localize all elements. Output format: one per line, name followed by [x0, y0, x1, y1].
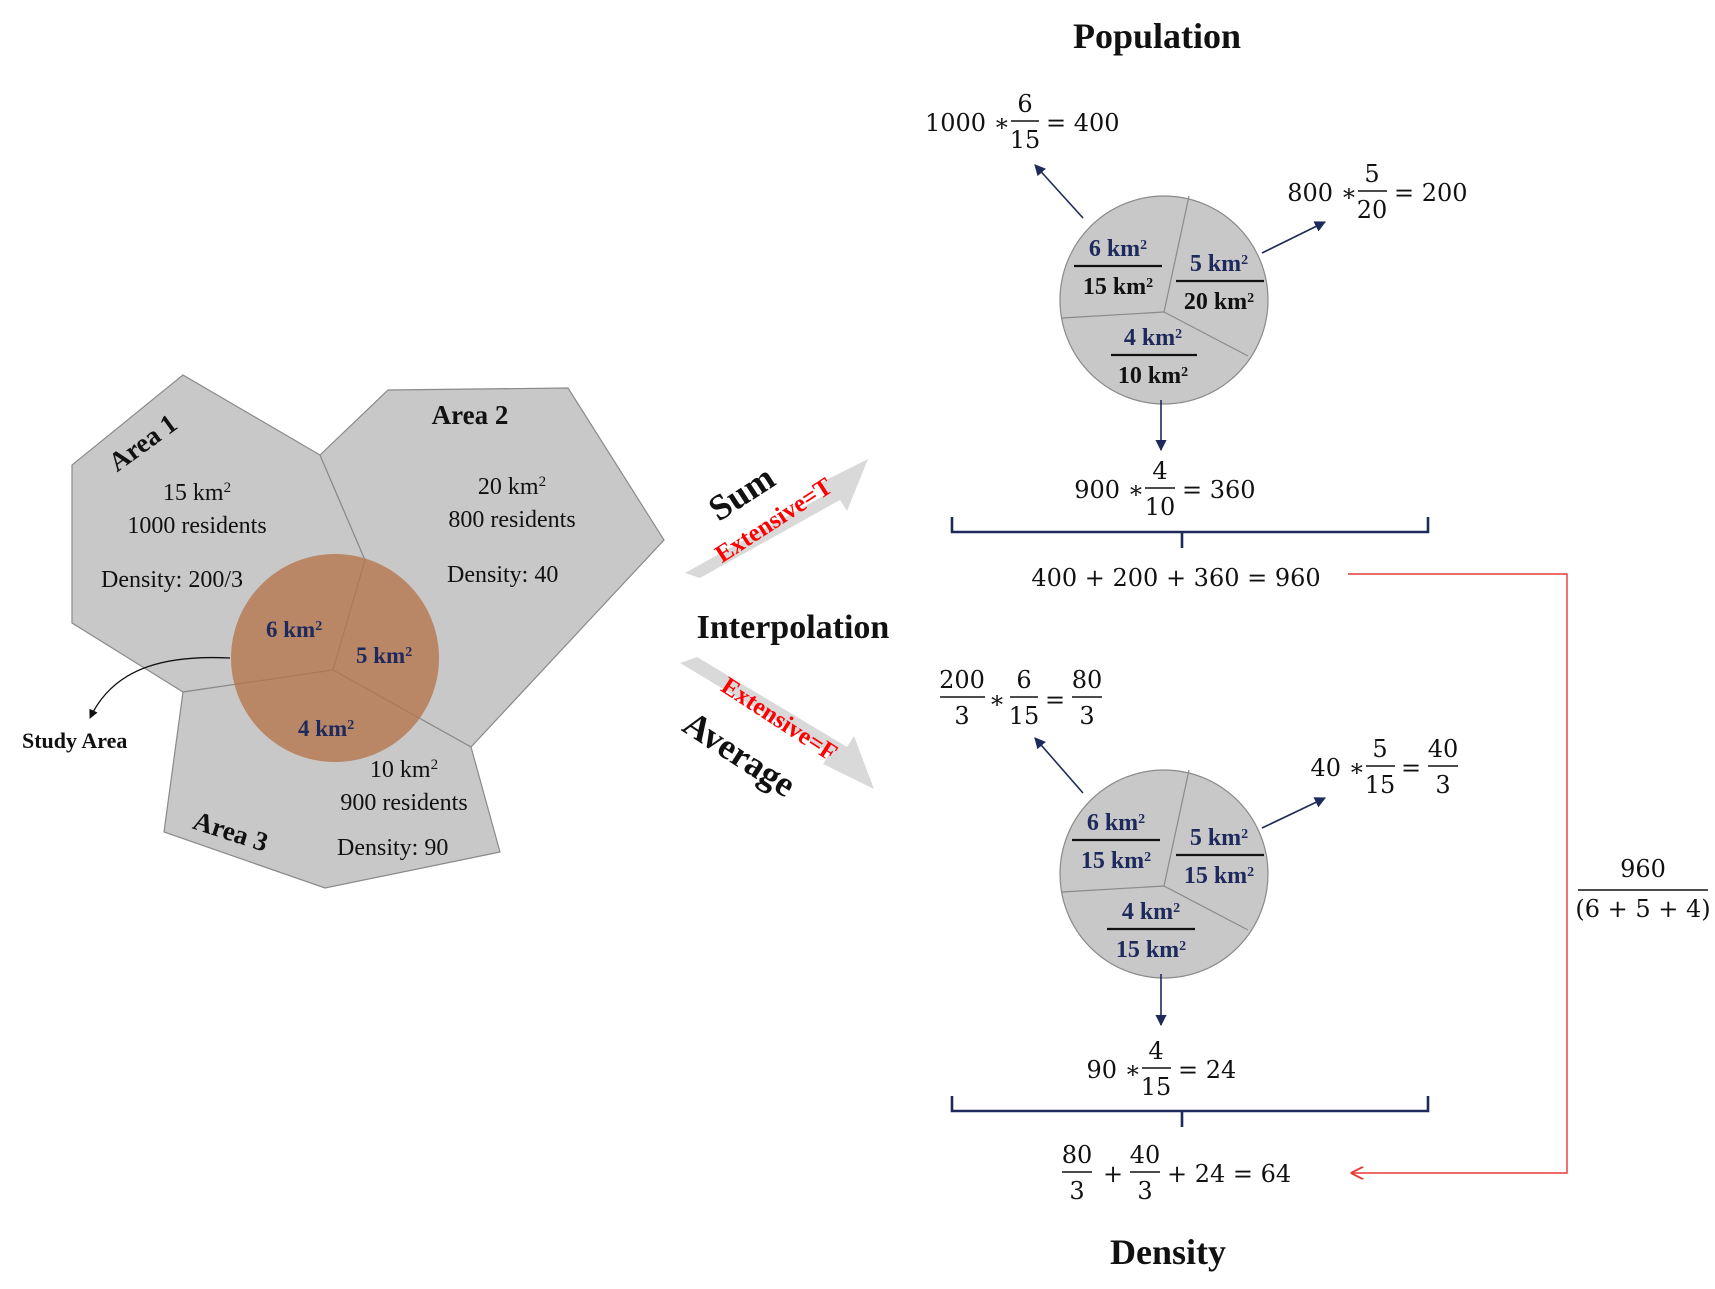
population-arrows — [1034, 164, 1327, 452]
average-arrow — [680, 657, 874, 789]
pop-pie-a2-num: 5 km2 — [1190, 251, 1248, 277]
conversion-den: (6 + 5 + 4) — [1575, 895, 1710, 923]
den-eq1-n3: 80 — [1072, 666, 1103, 694]
pop-pie-a3-den: 10 km2 — [1118, 363, 1188, 389]
pop-eq3-den: 10 — [1145, 493, 1176, 521]
den-eq3-right: = 24 — [1178, 1056, 1236, 1084]
den-pie-a2-num: 5 km2 — [1190, 825, 1248, 851]
pop-eq1-num: 6 — [1017, 90, 1032, 118]
study-area-circle — [231, 554, 439, 762]
area-2-size: 20 km2 — [478, 474, 546, 500]
pop-eq3-num: 4 — [1152, 457, 1167, 485]
den-total-d2: 3 — [1137, 1177, 1152, 1205]
conversion-connector-arrow — [1348, 573, 1568, 1173]
den-eq1-d1: 3 — [954, 702, 969, 730]
den-total-rest: + 24 = 64 — [1167, 1160, 1291, 1188]
density-arrows — [1034, 737, 1327, 1027]
population-title: Population — [1073, 16, 1241, 56]
den-eq2-n3: 40 — [1428, 735, 1459, 763]
den-eq3-num: 4 — [1148, 1037, 1163, 1065]
study-area-label: Study Area — [22, 728, 127, 753]
den-pie-a3-num: 4 km2 — [1122, 899, 1180, 925]
pop-eq3-left: 900 ∗ — [1074, 476, 1144, 504]
area-1-size: 15 km2 — [163, 480, 231, 506]
den-total-plus: + — [1103, 1160, 1123, 1188]
den-eq3-left: 90 ∗ — [1087, 1056, 1141, 1084]
overlap-area-1: 6 km2 — [266, 617, 322, 642]
pop-total: 400 + 200 + 360 = 960 — [1031, 564, 1320, 592]
area-3-size: 10 km2 — [370, 757, 438, 783]
pop-eq2-num: 5 — [1364, 160, 1379, 188]
density-pie — [1059, 769, 1269, 979]
area-2-density: Density: 40 — [447, 562, 558, 588]
pop-eq1-den: 15 — [1010, 126, 1041, 154]
density-title: Density — [1110, 1232, 1226, 1272]
pop-pie-a3-num: 4 km2 — [1124, 325, 1182, 351]
den-eq2-d3: 3 — [1435, 771, 1450, 799]
study-area-pointer-arrow — [89, 656, 231, 719]
area-1-residents: 1000 residents — [127, 513, 266, 539]
den-eq2-eq: = — [1401, 754, 1421, 782]
population-pie — [1059, 195, 1269, 405]
pop-eq3-right: = 360 — [1182, 476, 1256, 504]
den-pie-a1-num: 6 km2 — [1087, 810, 1145, 836]
pop-pie-a2-den: 20 km2 — [1184, 289, 1254, 315]
area-1-density: Density: 200/3 — [101, 567, 243, 593]
area-3-density: Density: 90 — [337, 835, 448, 861]
area-3-residents: 900 residents — [340, 790, 467, 816]
pop-eq2-den: 20 — [1357, 196, 1388, 224]
den-pie-a2-den: 15 km2 — [1184, 863, 1254, 889]
den-eq3-den: 15 — [1141, 1073, 1172, 1101]
overlap-area-3: 4 km2 — [298, 716, 354, 741]
pop-eq2-right: = 200 — [1394, 179, 1468, 207]
pop-eq2-left: 800 ∗ — [1287, 179, 1357, 207]
area-2-residents: 800 residents — [448, 507, 575, 533]
density-sum-bracket — [950, 1096, 1430, 1127]
den-total-d1: 3 — [1069, 1177, 1084, 1205]
den-pie-a3-den: 15 km2 — [1116, 937, 1186, 963]
overlap-area-2: 5 km2 — [356, 643, 412, 668]
den-eq1-d3: 3 — [1079, 702, 1094, 730]
pop-eq1-left: 1000 ∗ — [925, 109, 1010, 137]
den-total-n2: 40 — [1130, 1141, 1161, 1169]
area-map — [71, 374, 665, 889]
area-2-name: Area 2 — [432, 400, 509, 430]
conversion-num: 960 — [1620, 855, 1666, 883]
den-pie-a1-den: 15 km2 — [1081, 848, 1151, 874]
den-eq2-left: 40 ∗ — [1311, 754, 1365, 782]
sum-arrow — [685, 459, 868, 578]
den-total-n1: 80 — [1062, 1141, 1093, 1169]
population-sum-bracket — [950, 517, 1430, 548]
pop-pie-a1-den: 15 km2 — [1083, 274, 1153, 300]
den-eq1-eq: = — [1045, 686, 1065, 714]
pop-pie-a1-num: 6 km2 — [1089, 236, 1147, 262]
den-eq1-op: ∗ — [989, 686, 1005, 714]
den-eq2-n2: 5 — [1372, 735, 1387, 763]
den-eq2-d2: 15 — [1365, 771, 1396, 799]
den-eq1-n1: 200 — [939, 666, 985, 694]
den-eq1-d2: 15 — [1009, 702, 1040, 730]
interpolation-label: Interpolation — [697, 609, 890, 646]
pop-eq1-right: = 400 — [1046, 109, 1120, 137]
den-eq1-n2: 6 — [1016, 666, 1031, 694]
